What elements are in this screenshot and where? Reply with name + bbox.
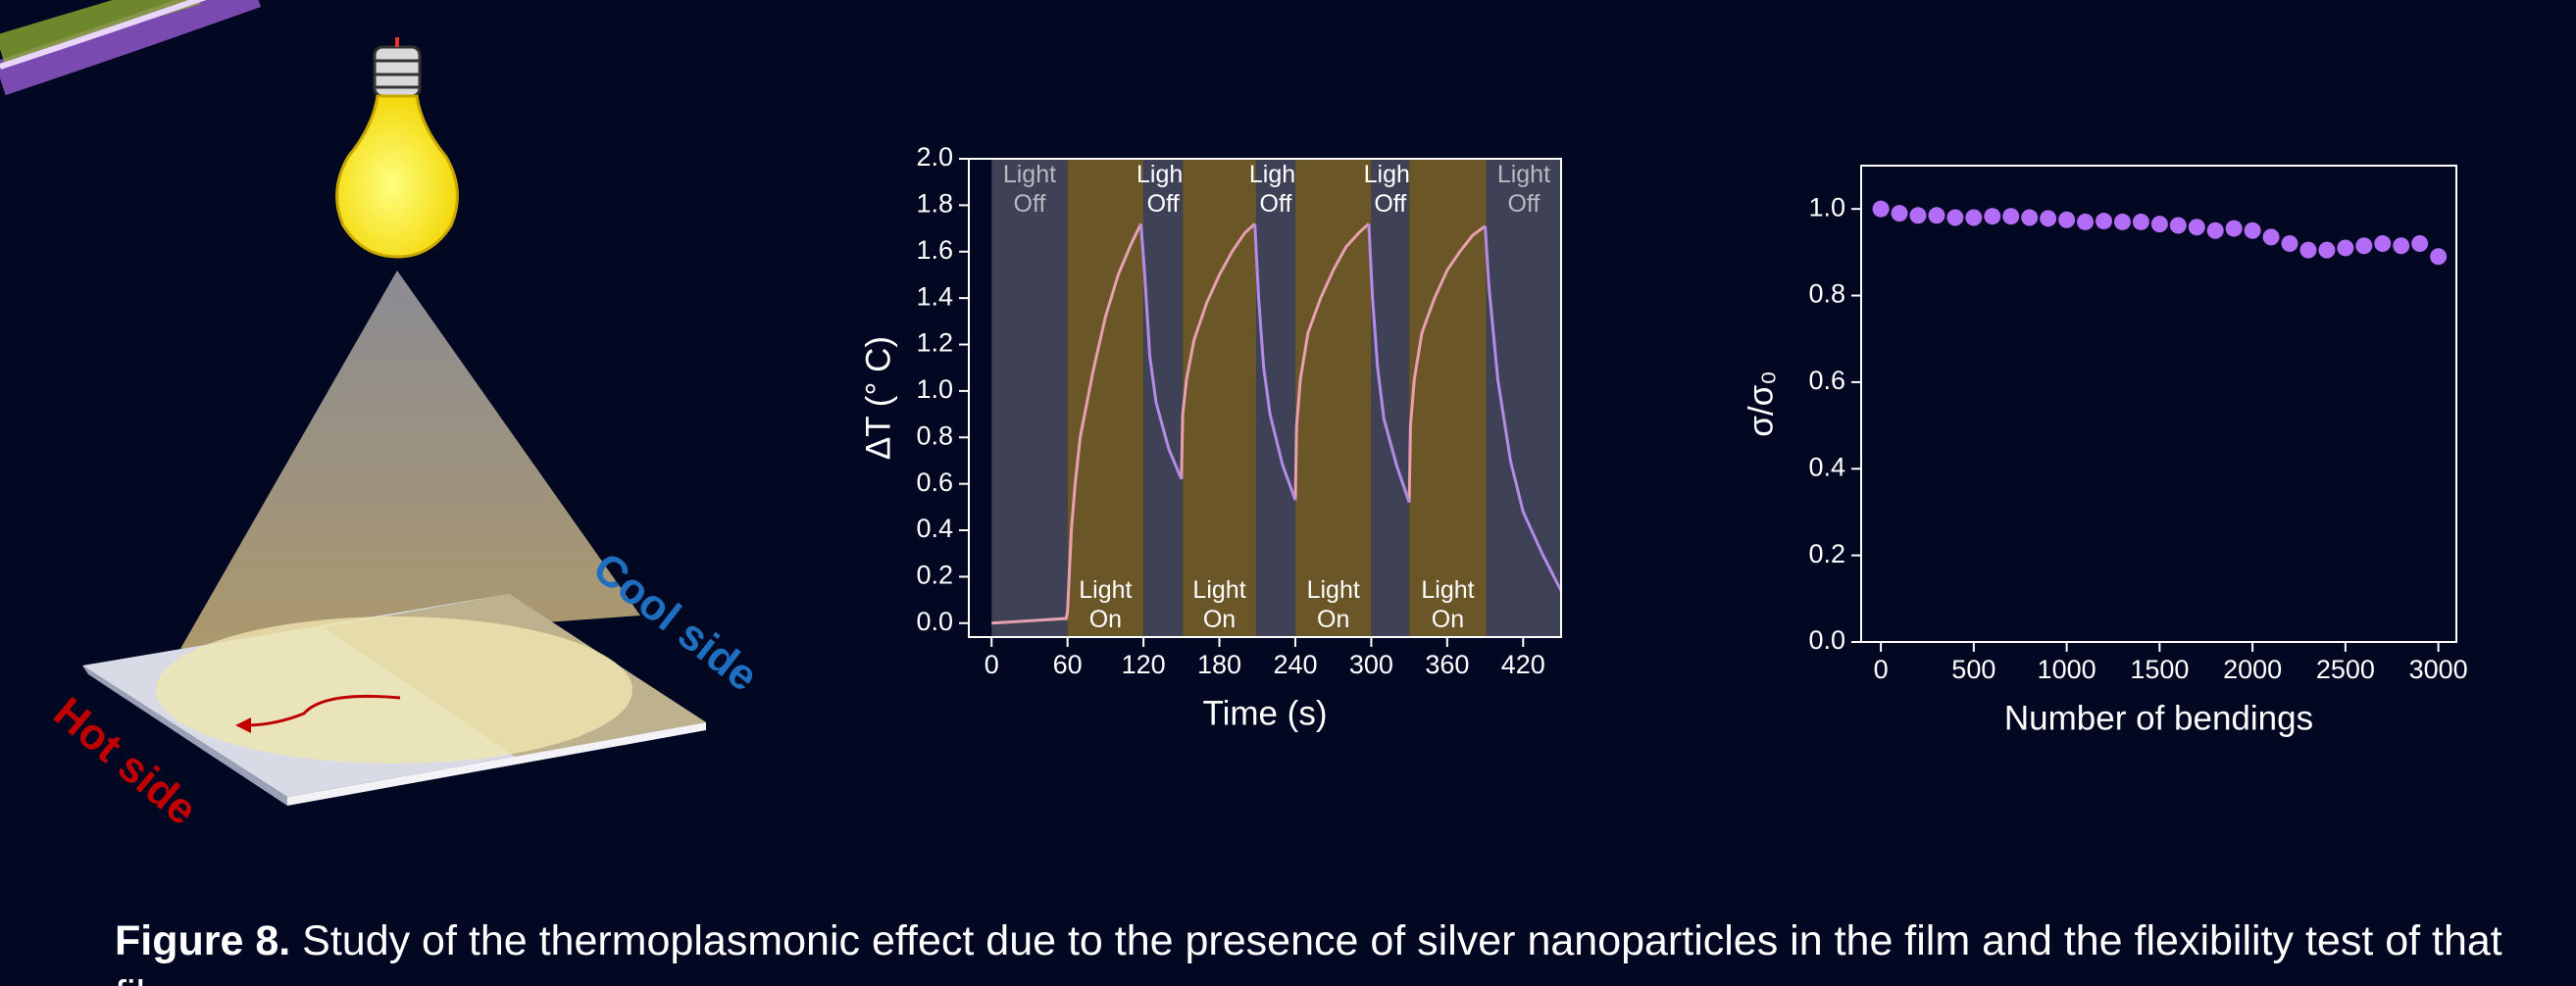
data-point — [2170, 217, 2187, 233]
data-point — [2002, 208, 2019, 224]
x-tick-label: 360 — [1425, 650, 1469, 679]
light-cone — [180, 271, 640, 649]
y-tick-label: 1.0 — [916, 374, 953, 404]
y-tick-label: 0.2 — [916, 561, 953, 590]
x-tick-label: 1000 — [2038, 655, 2096, 684]
data-point — [2299, 242, 2316, 259]
y-tick-label: 1.8 — [916, 189, 953, 219]
axes-frame — [1861, 166, 2456, 642]
region — [991, 159, 1067, 637]
x-tick-label: 60 — [1053, 650, 1083, 679]
region — [1143, 159, 1183, 637]
data-point — [2245, 222, 2261, 239]
x-tick-label: 500 — [1951, 655, 1995, 684]
y-tick-label: 0.4 — [916, 514, 953, 543]
data-point — [2430, 248, 2447, 265]
y-tick-label: 0.6 — [1808, 366, 1845, 395]
illustration: Hot side Cool side — [45, 37, 767, 834]
decoration — [0, 0, 255, 78]
x-tick-label: 0 — [985, 650, 999, 679]
y-tick-label: 0.6 — [916, 468, 953, 497]
region — [1256, 159, 1295, 637]
y-tick-label: 0.0 — [1808, 625, 1845, 655]
data-point — [2189, 219, 2205, 235]
caption-text: Study of the thermoplasmonic effect due … — [115, 917, 2502, 986]
data-point — [2040, 210, 2056, 226]
y-tick-label: 0.2 — [1808, 539, 1845, 568]
data-point — [2151, 216, 2168, 232]
caption-label: Figure 8. — [115, 917, 290, 964]
y-tick-label: 1.4 — [916, 281, 953, 311]
x-tick-label: 2000 — [2223, 655, 2282, 684]
region — [1068, 159, 1143, 637]
data-point — [1892, 205, 1908, 222]
data-point — [2374, 235, 2391, 252]
x-tick-label: 420 — [1501, 650, 1545, 679]
x-tick-label: 300 — [1349, 650, 1393, 679]
region — [1409, 159, 1487, 637]
y-tick-label: 1.2 — [916, 328, 953, 358]
data-point — [2207, 222, 2224, 239]
x-tick-label: 2500 — [2316, 655, 2375, 684]
y-tick-label: 1.6 — [916, 235, 953, 265]
data-point — [2133, 214, 2149, 230]
data-point — [1946, 210, 1963, 226]
region — [1183, 159, 1256, 637]
data-point — [2318, 242, 2335, 259]
data-point — [1965, 210, 1982, 226]
data-point — [1984, 208, 2000, 224]
data-point — [2077, 214, 2094, 230]
data-point — [2021, 210, 2038, 226]
page: Hot side Cool side LightOffLightOnLightO… — [0, 0, 2576, 986]
data-point — [2355, 237, 2372, 254]
data-point — [2337, 239, 2353, 256]
region — [1487, 159, 1561, 637]
y-tick-label: 0.8 — [1808, 279, 1845, 309]
data-point — [2226, 221, 2243, 237]
x-tick-label: 3000 — [2409, 655, 2468, 684]
y-axis-label: σ/σ₀ — [1742, 370, 1780, 436]
caption: Figure 8. Study of the thermoplasmonic e… — [115, 913, 2517, 986]
y-tick-label: 1.0 — [1808, 192, 1845, 222]
x-axis-label: Time (s) — [1202, 694, 1327, 732]
data-point — [1928, 207, 1945, 223]
data-point — [2282, 235, 2298, 252]
data-point — [2411, 235, 2428, 252]
data-point — [2263, 228, 2280, 245]
chart: 0 500 1000 1500 2000 2500 3000 0.0 0.2 0.4 0.6 0.8 1… — [1742, 166, 2467, 737]
light-spot — [156, 616, 632, 764]
x-tick-label: 180 — [1197, 650, 1241, 679]
data-point — [2114, 214, 2131, 230]
y-tick-label: 0.8 — [916, 420, 953, 450]
y-axis-label: ΔT (° C) — [859, 336, 897, 460]
y-tick-label: 0.0 — [916, 607, 953, 636]
light-bulb — [337, 37, 458, 257]
data-point — [1873, 201, 1890, 218]
x-tick-label: 1500 — [2130, 655, 2189, 684]
region — [1371, 159, 1409, 637]
y-tick-label: 0.4 — [1808, 452, 1845, 481]
x-tick-label: 0 — [1874, 655, 1889, 684]
y-tick-label: 2.0 — [916, 142, 953, 172]
data-point — [1909, 207, 1926, 223]
data-point — [2096, 213, 2112, 229]
x-axis-label: Number of bendings — [2004, 699, 2313, 737]
x-tick-label: 120 — [1122, 650, 1166, 679]
data-point — [2393, 237, 2409, 254]
data-point — [2058, 212, 2075, 228]
x-tick-label: 240 — [1273, 650, 1317, 679]
